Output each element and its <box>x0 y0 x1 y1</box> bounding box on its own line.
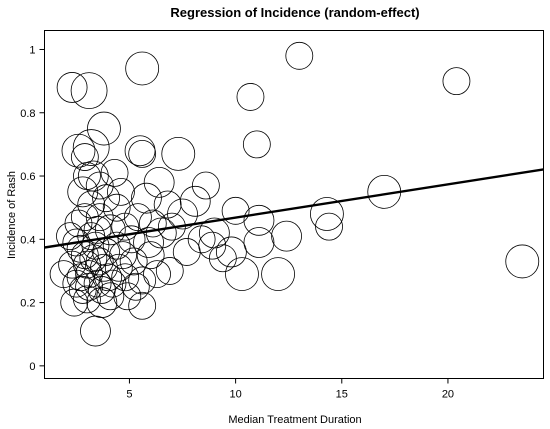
data-point <box>121 272 150 301</box>
data-point <box>119 247 148 276</box>
data-point <box>243 227 275 258</box>
x-tick-label: 15 <box>336 389 348 401</box>
data-point <box>90 253 118 282</box>
y-tick-label: 0.2 <box>20 298 35 310</box>
data-point <box>70 72 108 110</box>
data-point <box>92 184 120 213</box>
data-point <box>117 225 146 254</box>
data-point <box>70 203 99 232</box>
x-tick-label: 10 <box>229 389 241 401</box>
data-point <box>242 130 271 159</box>
data-point <box>107 177 135 206</box>
data-point <box>131 182 162 214</box>
y-axis-label: Incidence of Rash <box>6 171 18 259</box>
data-point <box>187 225 216 254</box>
data-point <box>208 244 237 273</box>
data-point <box>124 203 152 232</box>
data-point <box>67 176 99 208</box>
data-point <box>75 260 103 289</box>
data-point <box>102 231 131 260</box>
data-point <box>236 83 265 111</box>
data-point <box>128 291 157 320</box>
data-point <box>128 139 157 168</box>
data-point <box>161 136 196 171</box>
x-tick-label: 5 <box>126 389 132 401</box>
data-point <box>143 166 175 198</box>
data-point <box>153 190 182 219</box>
data-point <box>155 257 184 285</box>
data-point <box>96 282 125 311</box>
data-point <box>73 162 101 190</box>
data-point <box>85 203 114 232</box>
data-point <box>505 244 540 279</box>
plot-area <box>44 41 544 347</box>
data-point <box>98 269 127 298</box>
data-point <box>243 204 275 236</box>
data-point <box>191 171 220 200</box>
data-point <box>138 209 167 238</box>
data-point <box>68 276 97 304</box>
data-point <box>56 222 84 251</box>
data-point <box>111 263 140 292</box>
data-point <box>310 197 344 231</box>
x-axis: 5 10 15 20 <box>126 378 454 401</box>
data-point <box>70 143 99 171</box>
data-point <box>179 185 211 217</box>
data-point <box>79 244 108 273</box>
data-point <box>81 231 110 260</box>
y-axis: 0 0.2 0.4 0.6 0.8 1 <box>20 44 45 373</box>
data-point <box>128 266 157 295</box>
x-tick-label: 20 <box>442 389 454 401</box>
data-point <box>100 158 129 187</box>
data-point <box>136 241 165 270</box>
y-tick-label: 1 <box>29 44 35 56</box>
data-point <box>102 193 131 222</box>
data-point <box>221 196 250 225</box>
y-tick-label: 0.8 <box>20 108 35 120</box>
data-point <box>215 236 247 268</box>
data-point <box>72 129 110 166</box>
data-point <box>61 133 96 168</box>
y-tick-label: 0 <box>29 361 35 373</box>
y-tick-label: 0.6 <box>20 171 35 183</box>
data-point <box>80 315 111 347</box>
data-point <box>104 253 133 282</box>
data-point <box>133 227 164 258</box>
data-point <box>442 67 471 96</box>
data-point <box>225 257 259 292</box>
y-tick-label: 0.4 <box>20 234 35 246</box>
data-point <box>198 231 227 260</box>
data-point <box>125 51 160 86</box>
data-point <box>271 220 302 252</box>
x-axis-label: Median Treatment Duration <box>228 414 361 426</box>
data-point <box>49 260 78 289</box>
data-point <box>145 217 177 249</box>
data-point <box>87 276 116 304</box>
data-point <box>111 212 140 241</box>
data-point <box>285 41 314 70</box>
plot-frame <box>44 30 544 379</box>
data-point <box>315 212 343 241</box>
data-point <box>87 111 121 146</box>
data-point <box>261 257 295 292</box>
data-point <box>83 269 112 298</box>
chart-title: Regression of Incidence (random-effect) <box>170 5 419 20</box>
data-point <box>143 260 171 289</box>
data-point <box>56 72 88 103</box>
data-point <box>83 215 112 244</box>
regression-line <box>44 168 544 249</box>
